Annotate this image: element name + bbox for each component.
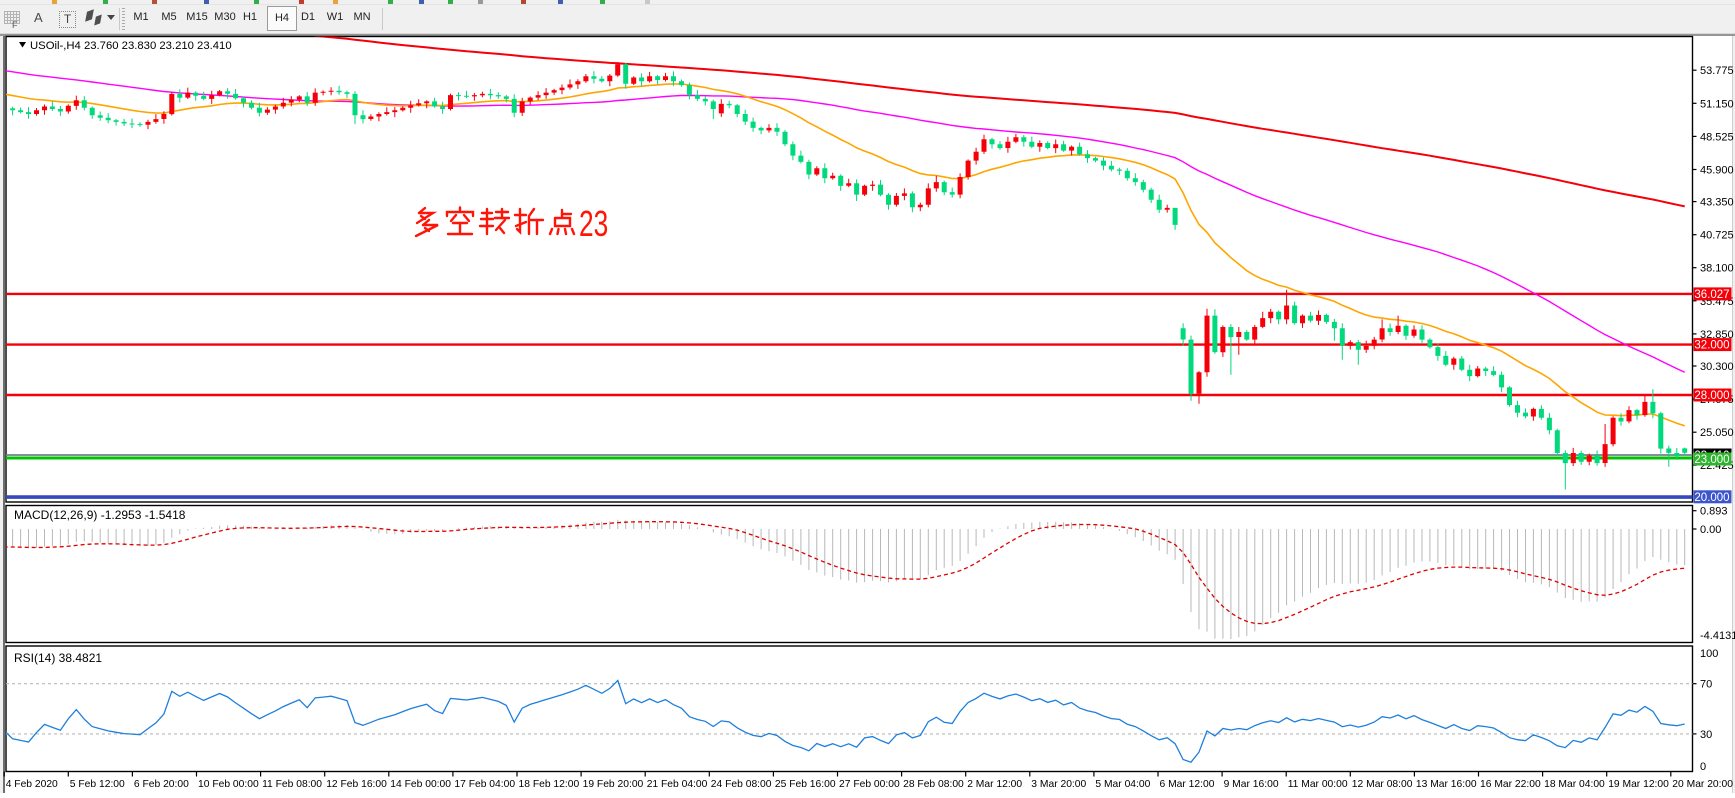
svg-text:23: 23 [579,203,608,244]
svg-text:2 Mar 12:00: 2 Mar 12:00 [967,779,1022,790]
svg-text:0.893: 0.893 [1700,506,1728,518]
svg-text:-4.4131: -4.4131 [1700,630,1735,642]
svg-text:MACD(12,26,9) -1.2953 -1.5418: MACD(12,26,9) -1.2953 -1.5418 [14,508,186,522]
svg-text:6 Feb 20:00: 6 Feb 20:00 [134,779,189,790]
svg-text:11 Mar 00:00: 11 Mar 00:00 [1288,779,1348,790]
svg-text:3 Mar 20:00: 3 Mar 20:00 [1031,779,1086,790]
svg-text:4 Feb 2020: 4 Feb 2020 [6,779,58,790]
svg-text:48.525: 48.525 [1700,131,1734,143]
svg-text:24 Feb 08:00: 24 Feb 08:00 [711,779,772,790]
svg-text:12 Mar 08:00: 12 Mar 08:00 [1352,779,1413,790]
svg-text:51.150: 51.150 [1700,98,1734,110]
svg-text:5 Mar 04:00: 5 Mar 04:00 [1095,779,1150,790]
svg-text:5 Feb 12:00: 5 Feb 12:00 [70,779,125,790]
svg-text:40.725: 40.725 [1700,230,1734,242]
svg-text:23.000: 23.000 [1694,454,1729,466]
svg-text:27 Feb 00:00: 27 Feb 00:00 [839,779,900,790]
svg-text:10 Feb 00:00: 10 Feb 00:00 [198,779,259,790]
svg-text:36.027: 36.027 [1694,289,1729,301]
svg-text:0: 0 [1700,761,1706,773]
svg-text:RSI(14) 38.4821: RSI(14) 38.4821 [14,651,102,665]
svg-text:45.900: 45.900 [1700,165,1734,177]
svg-text:13 Mar 16:00: 13 Mar 16:00 [1416,779,1477,790]
svg-text:0.00: 0.00 [1700,524,1721,536]
svg-text:38.100: 38.100 [1700,263,1734,275]
svg-text:12 Feb 16:00: 12 Feb 16:00 [326,779,387,790]
svg-text:9 Mar 16:00: 9 Mar 16:00 [1224,779,1279,790]
svg-text:USOil-,H4 23.760 23.830 23.21: USOil-,H4 23.760 23.830 23.210 23.410 [30,40,232,52]
svg-text:20.000: 20.000 [1694,492,1729,504]
svg-text:6 Mar 12:00: 6 Mar 12:00 [1160,779,1215,790]
svg-text:70: 70 [1700,679,1712,691]
svg-text:30.300: 30.300 [1700,361,1734,373]
svg-text:21 Feb 04:00: 21 Feb 04:00 [647,779,708,790]
svg-text:32.000: 32.000 [1694,340,1729,352]
svg-text:32.850: 32.850 [1700,329,1734,341]
svg-text:25 Feb 16:00: 25 Feb 16:00 [775,779,836,790]
svg-text:18 Mar 04:00: 18 Mar 04:00 [1544,779,1605,790]
svg-text:19 Mar 12:00: 19 Mar 12:00 [1608,779,1669,790]
svg-text:28 Feb 08:00: 28 Feb 08:00 [903,779,964,790]
svg-text:53.775: 53.775 [1700,65,1734,77]
svg-text:100: 100 [1700,648,1718,660]
svg-text:20 Mar 20:00: 20 Mar 20:00 [1672,779,1733,790]
svg-text:28.000: 28.000 [1694,390,1729,402]
svg-text:16 Mar 22:00: 16 Mar 22:00 [1480,779,1541,790]
svg-text:25.050: 25.050 [1700,427,1734,439]
svg-text:14 Feb 00:00: 14 Feb 00:00 [390,779,451,790]
svg-text:17 Feb 04:00: 17 Feb 04:00 [454,779,515,790]
svg-text:11 Feb 08:00: 11 Feb 08:00 [262,779,322,790]
svg-text:43.350: 43.350 [1700,197,1734,209]
svg-text:18 Feb 12:00: 18 Feb 12:00 [519,779,580,790]
svg-text:30: 30 [1700,729,1712,741]
svg-text:19 Feb 20:00: 19 Feb 20:00 [583,779,644,790]
